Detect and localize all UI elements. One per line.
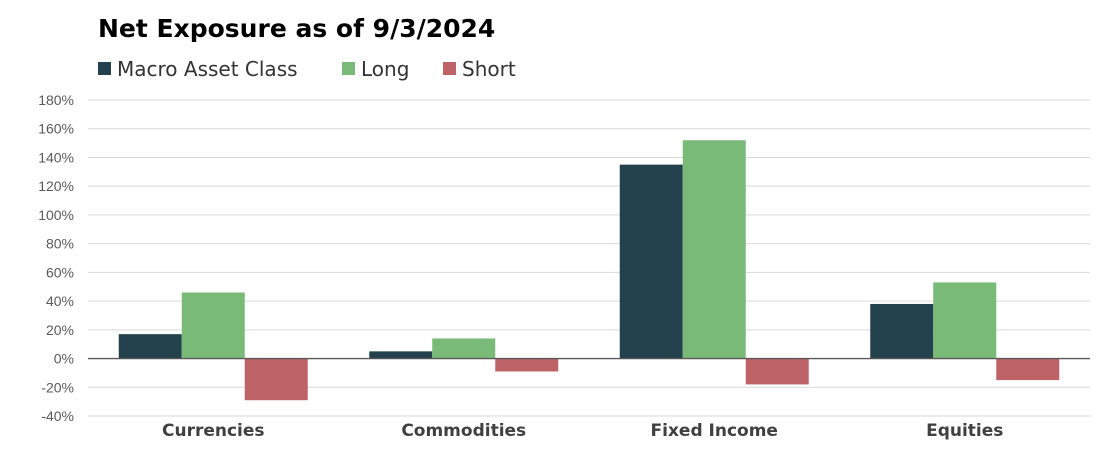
bar-currencies-short [244,358,308,401]
y-axis-ticks: 180% 160% 140% 120% 100% 80% 60% 40% 20% 0% -20% -4… [38,92,74,424]
y-tick-label: 120% [38,178,74,194]
x-axis-categories: Currencies Commodities Fixed Income Equitie… [162,421,1003,441]
gridlines [88,99,1090,417]
category-label-currencies: Currencies [162,421,265,441]
legend-label-macro-asset-class: Macro Asset Class [117,57,298,81]
legend-label-short: Short [462,57,516,81]
bar-currencies-long [181,292,245,359]
y-tick-label: 40% [46,293,74,309]
chart-title: Net Exposure as of 9/3/2024 [98,14,495,43]
y-tick-label: 80% [46,236,74,252]
legend-swatch-long [342,62,355,75]
legend: Macro Asset Class Long Short [98,57,516,81]
category-label-equities: Equities [926,421,1003,441]
y-tick-label: -20% [41,379,74,395]
category-label-fixed-income: Fixed Income [651,421,778,441]
bar-equities-short [996,358,1060,381]
y-tick-label: -40% [41,408,74,424]
bar-commodities-macro-asset-class [369,351,433,359]
y-tick-label: 100% [38,207,74,223]
bar-equities-long [933,282,997,359]
category-label-commodities: Commodities [401,421,526,441]
y-tick-label: 20% [46,322,74,338]
y-tick-label: 160% [38,121,74,137]
bar-fixed-income-macro-asset-class [619,164,683,359]
y-tick-label: 180% [38,92,74,108]
legend-swatch-macro-asset-class [98,62,111,75]
y-tick-label: 0% [54,351,74,367]
bar-fixed-income-long [682,140,746,359]
bar-fixed-income-short [745,358,809,385]
y-tick-label: 140% [38,149,74,165]
bars [118,140,1060,401]
legend-swatch-short [443,62,456,75]
bar-commodities-short [495,358,559,372]
bar-currencies-macro-asset-class [118,334,182,359]
y-tick-label: 60% [46,264,74,280]
bar-commodities-long [432,338,496,359]
legend-label-long: Long [361,57,409,81]
bar-equities-macro-asset-class [870,303,934,359]
